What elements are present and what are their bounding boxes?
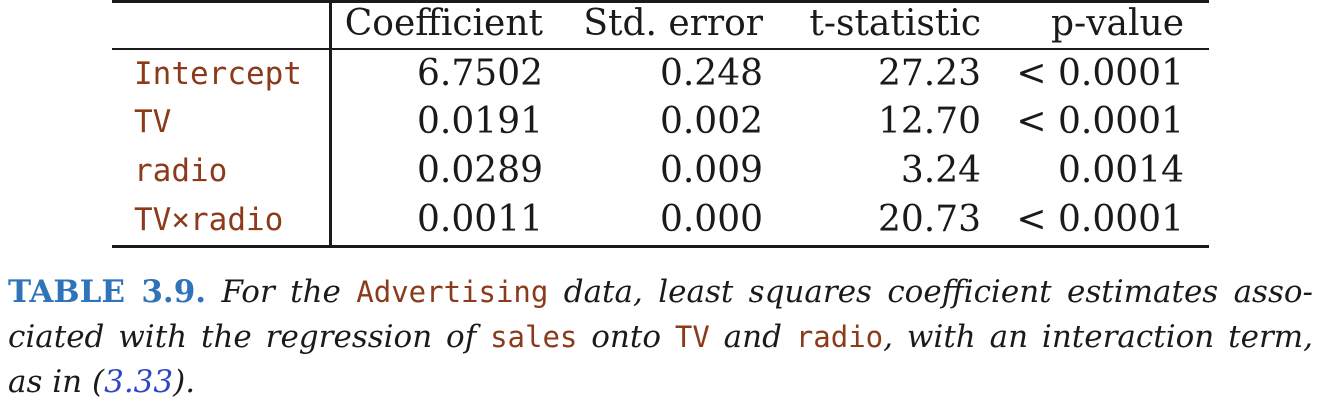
row-label-tv: TV bbox=[134, 104, 172, 140]
cell-std-error: 0.000 bbox=[659, 199, 763, 240]
cell-coefficient: 0.0191 bbox=[417, 101, 543, 142]
header-t-statistic: t-statistic bbox=[809, 3, 981, 44]
caption-text: ciated with the regression of bbox=[8, 319, 477, 355]
header-coefficient: Coefficient bbox=[344, 3, 543, 44]
caption-text: For the bbox=[221, 274, 341, 310]
cell-std-error: 0.002 bbox=[659, 101, 763, 142]
regression-table: Coefficient Std. error t-statistic p-val… bbox=[112, 0, 1209, 248]
code-advertising: Advertising bbox=[356, 275, 549, 309]
cell-p-value: < 0.0001 bbox=[1016, 199, 1184, 240]
cell-std-error: 0.248 bbox=[659, 53, 763, 94]
cell-coefficient: 0.0011 bbox=[417, 199, 543, 240]
cell-coefficient: 6.7502 bbox=[417, 53, 543, 94]
equation-ref-link[interactable]: 3.33 bbox=[104, 364, 174, 400]
code-sales: sales bbox=[490, 320, 578, 354]
code-tv: TV bbox=[674, 320, 710, 354]
table-caption: TABLE 3.9. For the Advertising data, lea… bbox=[8, 270, 1313, 405]
code-radio: radio bbox=[795, 320, 884, 354]
cell-t-statistic: 20.73 bbox=[877, 199, 981, 240]
row-label-intercept: Intercept bbox=[134, 56, 302, 92]
caption-line-3: as in (3.33). bbox=[8, 360, 1313, 405]
caption-text: data, least squares coefficient estimate… bbox=[563, 274, 1314, 310]
row-label-tv-radio: TV×radio bbox=[134, 202, 284, 238]
cell-t-statistic: 27.23 bbox=[877, 53, 981, 94]
cell-std-error: 0.009 bbox=[659, 150, 763, 191]
caption-line-1: TABLE 3.9. For the Advertising data, lea… bbox=[8, 270, 1313, 315]
cell-t-statistic: 12.70 bbox=[877, 101, 981, 142]
cell-p-value: < 0.0001 bbox=[1016, 101, 1184, 142]
table-bottom-rule bbox=[112, 245, 1209, 248]
row-label-radio: radio bbox=[134, 153, 228, 189]
caption-text: onto bbox=[591, 319, 661, 355]
table-top-rule bbox=[112, 0, 1209, 3]
caption-line-2: ciated with the regression of sales onto… bbox=[8, 315, 1313, 360]
table-vertical-rule bbox=[329, 0, 332, 248]
cell-t-statistic: 3.24 bbox=[900, 150, 981, 191]
header-p-value: p-value bbox=[1050, 3, 1184, 44]
cell-p-value: 0.0014 bbox=[1058, 150, 1184, 191]
caption-text: as in bbox=[8, 364, 83, 400]
caption-label: TABLE 3.9. bbox=[8, 274, 207, 310]
equation-ref-open: ( bbox=[91, 364, 105, 400]
cell-coefficient: 0.0289 bbox=[417, 150, 543, 191]
header-std-error: Std. error bbox=[583, 3, 763, 44]
caption-text: and bbox=[723, 319, 782, 355]
equation-ref-close: ). bbox=[173, 364, 196, 400]
table-header-rule bbox=[112, 48, 1209, 50]
cell-p-value: < 0.0001 bbox=[1016, 53, 1184, 94]
caption-text: , with an interaction term, bbox=[883, 319, 1314, 355]
